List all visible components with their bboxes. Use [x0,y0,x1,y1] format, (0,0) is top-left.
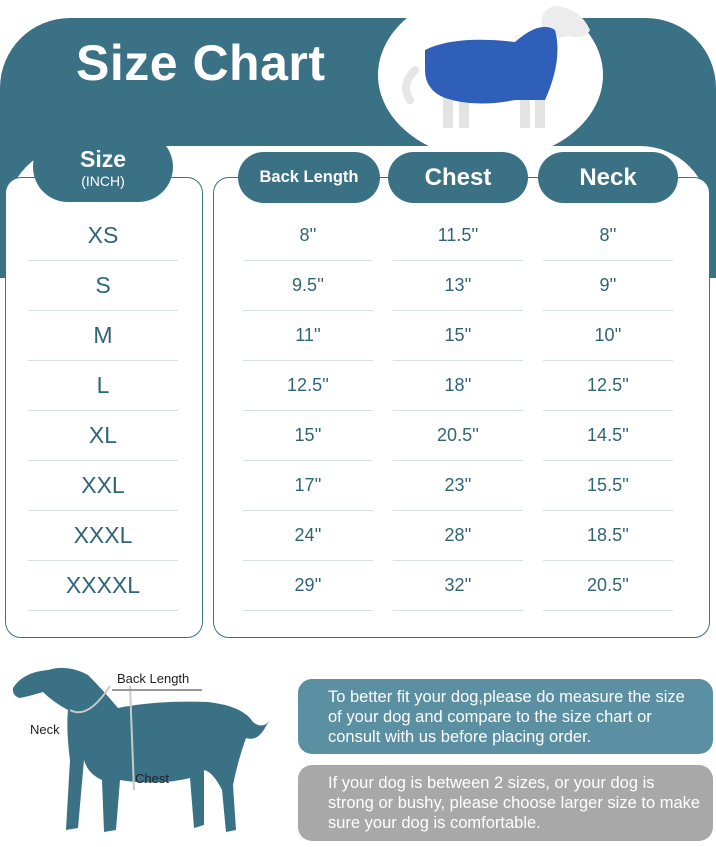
row-divider [543,410,673,411]
size-column-box [5,177,203,638]
size-header: Size (INCH) [33,132,173,202]
size-cell: XL [88,422,118,449]
chest-cell: 13'' [444,275,472,296]
row-divider [543,360,673,361]
row-divider [243,260,373,261]
diagram-back-length-label: Back Length [117,671,190,686]
row-divider [543,260,673,261]
row-divider [393,460,523,461]
back-cell: 9.5'' [292,275,324,296]
size-advice-note: If your dog is between 2 sizes, or your … [298,765,713,841]
row-divider [393,310,523,311]
back-cell: 29'' [294,575,322,596]
chest-header: Chest [388,152,528,203]
row-divider [393,410,523,411]
row-divider [28,510,178,511]
neck-header: Neck [538,152,678,203]
back-cell: 17'' [294,475,322,496]
chest-cell: 15'' [444,325,472,346]
row-divider [543,460,673,461]
chest-cell: 28'' [444,525,472,546]
row-divider [243,360,373,361]
back-cell: 12.5'' [287,375,329,396]
size-cell: XXL [81,472,125,499]
size-cell: XXXL [73,522,133,549]
row-divider [543,610,673,611]
chest-cell: 11.5'' [437,225,479,246]
row-divider [393,260,523,261]
neck-cell: 10'' [594,325,622,346]
row-divider [28,260,178,261]
row-divider [543,560,673,561]
neck-cell: 9'' [599,275,617,296]
row-divider [243,610,373,611]
row-divider [28,410,178,411]
neck-cell: 15.5'' [587,475,629,496]
chest-cell: 23'' [444,475,472,496]
row-divider [243,510,373,511]
back-cell: 8'' [299,225,317,246]
chest-cell: 20.5'' [437,425,479,446]
row-divider [393,510,523,511]
row-divider [393,560,523,561]
neck-cell: 8'' [599,225,617,246]
size-cell: XXXXL [65,572,141,599]
size-header-label: Size [79,145,127,172]
row-divider [543,310,673,311]
fit-advice-note: To better fit your dog,please do measure… [298,679,713,754]
row-divider [243,560,373,561]
neck-cell: 12.5'' [587,375,629,396]
row-divider [28,460,178,461]
row-divider [393,610,523,611]
row-divider [243,410,373,411]
row-divider [393,360,523,361]
row-divider [28,310,178,311]
row-divider [28,610,178,611]
unit-label: (INCH) [81,172,125,189]
diagram-neck-label: Neck [30,722,60,737]
back-cell: 24'' [294,525,322,546]
row-divider [243,310,373,311]
dog-shirt-product-image [402,6,590,128]
size-cell: XS [87,222,119,249]
back-cell: 15'' [294,425,322,446]
dog-measurement-diagram [12,667,271,832]
row-divider [543,510,673,511]
row-divider [243,460,373,461]
back-cell: 11'' [295,325,321,346]
neck-cell: 18.5'' [587,525,629,546]
chest-cell: 32'' [444,575,472,596]
row-divider [28,560,178,561]
page-title: Size Chart [76,35,326,91]
size-cell: M [93,322,113,349]
size-cell: L [96,372,110,399]
back-length-header: Back Length [238,152,380,203]
neck-cell: 20.5'' [587,575,629,596]
measurements-box [213,177,710,638]
size-cell: S [95,272,111,299]
chest-cell: 18'' [444,375,472,396]
diagram-chest-label: Chest [135,771,169,786]
row-divider [28,360,178,361]
neck-cell: 14.5'' [587,425,629,446]
